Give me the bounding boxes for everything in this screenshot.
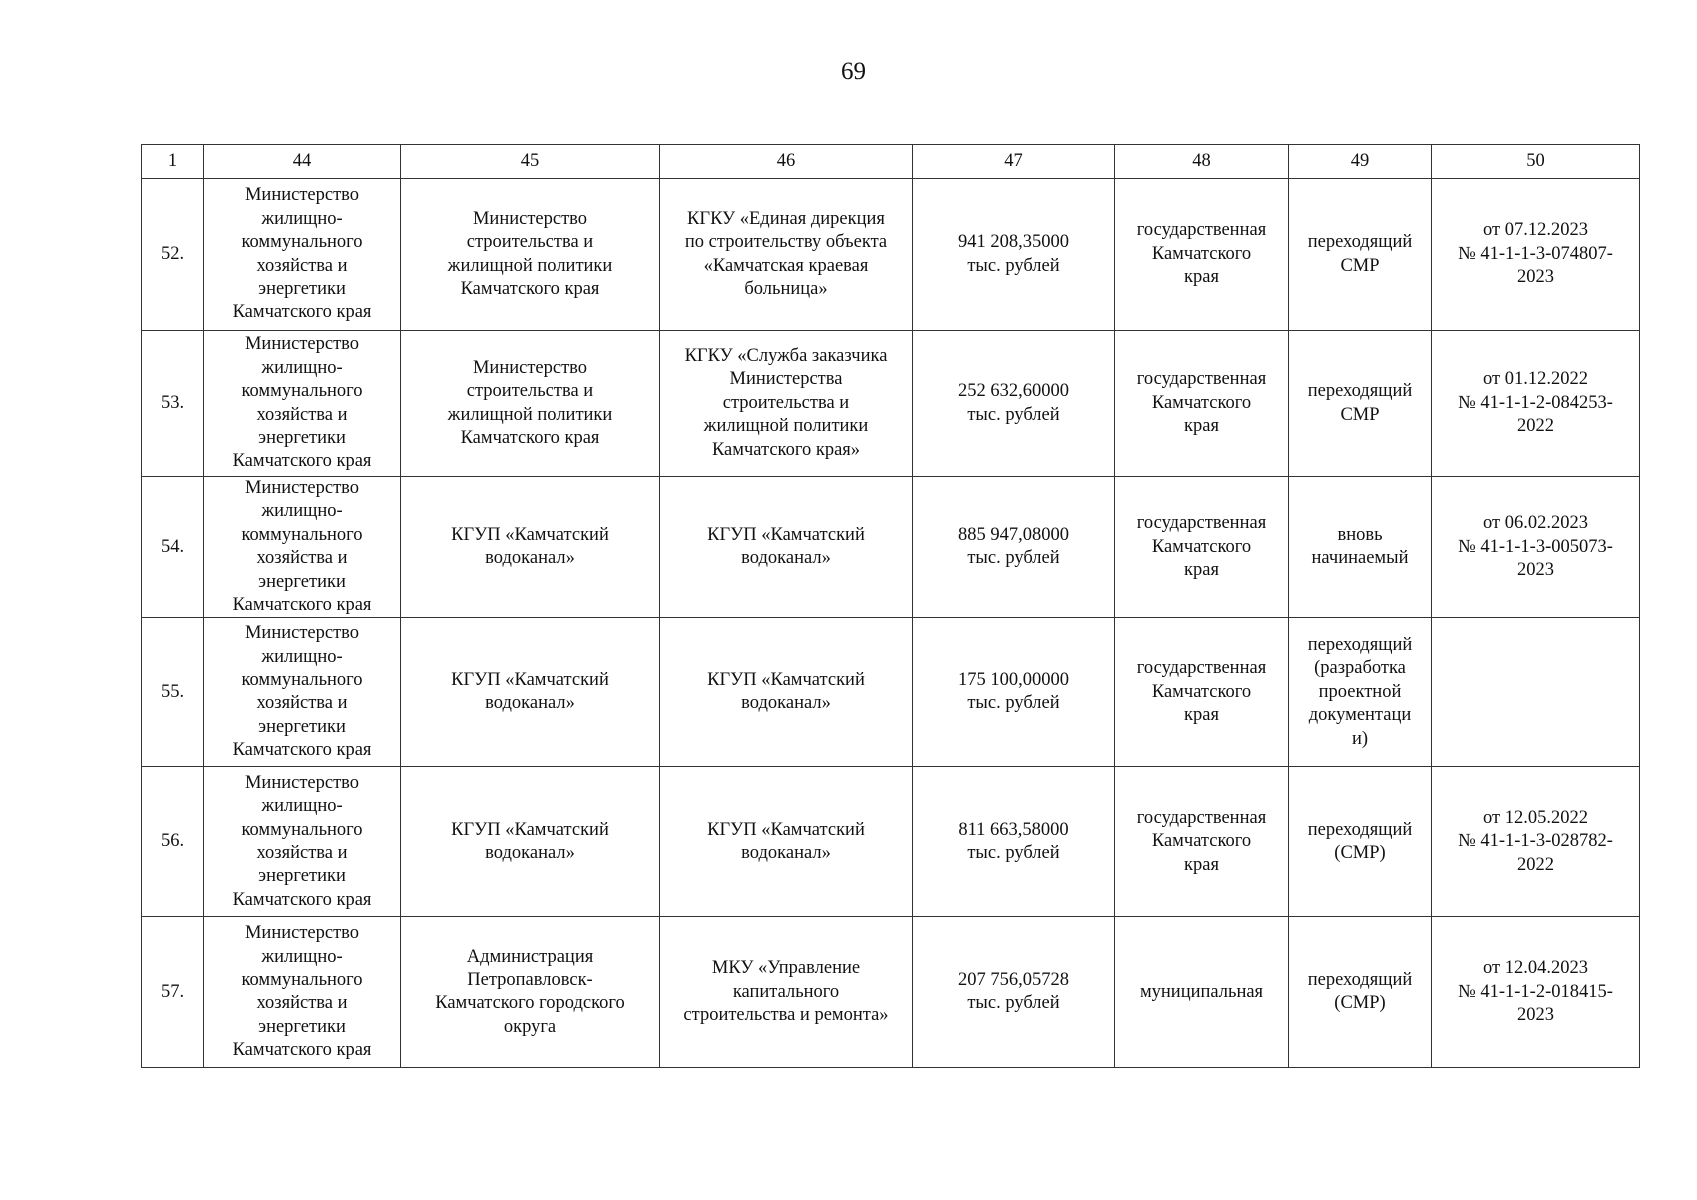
stage-cell: переходящий (СМР) — [1288, 766, 1432, 918]
customer-cell: Министерство строительства и жилищной по… — [400, 178, 660, 331]
stage-cell: вновь начинаемый — [1288, 475, 1432, 619]
cost-cell: 252 632,60000 тыс. рублей — [912, 330, 1115, 477]
row-number: 56. — [141, 766, 204, 918]
ministry-cell: Министерство жилищно- коммунального хозя… — [203, 916, 401, 1069]
cost-cell: 885 947,08000 тыс. рублей — [912, 475, 1115, 619]
ministry-cell: Министерство жилищно- коммунального хозя… — [203, 617, 401, 768]
developer-cell: КГУП «Камчатский водоканал» — [659, 766, 913, 918]
customer-cell: КГУП «Камчатский водоканал» — [400, 766, 660, 918]
customer-cell: Министерство строительства и жилищной по… — [400, 330, 660, 477]
customer-cell: КГУП «Камчатский водоканал» — [400, 475, 660, 619]
column-header: 1 — [141, 144, 204, 179]
data-table: 1 44 45 46 47 48 49 50 52. Министерство ж… — [141, 144, 1640, 1069]
column-header: 47 — [912, 144, 1115, 179]
column-header: 45 — [400, 144, 660, 179]
ownership-cell: государственная Камчатского края — [1114, 617, 1289, 768]
row-number: 54. — [141, 475, 204, 619]
cost-cell: 175 100,00000 тыс. рублей — [912, 617, 1115, 768]
column-header: 44 — [203, 144, 401, 179]
column-header: 48 — [1114, 144, 1289, 179]
expertise-cell: от 07.12.2023 № 41-1-1-3-074807- 2023 — [1431, 178, 1640, 331]
ministry-cell: Министерство жилищно- коммунального хозя… — [203, 766, 401, 918]
ownership-cell: государственная Камчатского края — [1114, 330, 1289, 477]
row-number: 55. — [141, 617, 204, 768]
developer-cell: КГУП «Камчатский водоканал» — [659, 617, 913, 768]
stage-cell: переходящий (разработка проектной докуме… — [1288, 617, 1432, 768]
expertise-cell: от 12.05.2022 № 41-1-1-3-028782- 2022 — [1431, 766, 1640, 918]
cost-cell: 941 208,35000 тыс. рублей — [912, 178, 1115, 331]
customer-cell: Администрация Петропавловск- Камчатского… — [400, 916, 660, 1069]
expertise-cell: от 12.04.2023 № 41-1-1-2-018415- 2023 — [1431, 916, 1640, 1069]
ministry-cell: Министерство жилищно- коммунального хозя… — [203, 178, 401, 331]
header-row: 1 44 45 46 47 48 49 50 — [141, 144, 1640, 179]
ownership-cell: государственная Камчатского края — [1114, 766, 1289, 918]
table-row: 54. Министерство жилищно- коммунального х… — [141, 475, 1640, 619]
ministry-cell: Министерство жилищно- коммунального хозя… — [203, 330, 401, 477]
row-number: 53. — [141, 330, 204, 477]
cost-cell: 811 663,58000 тыс. рублей — [912, 766, 1115, 918]
developer-cell: МКУ «Управление капитального строительст… — [659, 916, 913, 1069]
table-row: 57. Министерство жилищно- коммунального х… — [141, 916, 1640, 1069]
developer-cell: КГУП «Камчатский водоканал» — [659, 475, 913, 619]
stage-cell: переходящий СМР — [1288, 178, 1432, 331]
stage-cell: переходящий (СМР) — [1288, 916, 1432, 1069]
customer-cell: КГУП «Камчатский водоканал» — [400, 617, 660, 768]
row-number: 52. — [141, 178, 204, 331]
expertise-cell: от 01.12.2022 № 41-1-1-2-084253- 2022 — [1431, 330, 1640, 477]
table-row: 55. Министерство жилищно- коммунального х… — [141, 617, 1640, 768]
expertise-cell — [1431, 617, 1640, 768]
column-header: 49 — [1288, 144, 1432, 179]
ownership-cell: государственная Камчатского края — [1114, 475, 1289, 619]
table-row: 53. Министерство жилищно- коммунального х… — [141, 330, 1640, 477]
ministry-cell: Министерство жилищно- коммунального хозя… — [203, 475, 401, 619]
table-row: 56. Министерство жилищно- коммунального х… — [141, 766, 1640, 918]
developer-cell: КГКУ «Служба заказчика Министерства стро… — [659, 330, 913, 477]
stage-cell: переходящий СМР — [1288, 330, 1432, 477]
developer-cell: КГКУ «Единая дирекция по строительству о… — [659, 178, 913, 331]
column-header: 50 — [1431, 144, 1640, 179]
ownership-cell: государственная Камчатского края — [1114, 178, 1289, 331]
cost-cell: 207 756,05728 тыс. рублей — [912, 916, 1115, 1069]
ownership-cell: муниципальная — [1114, 916, 1289, 1069]
expertise-cell: от 06.02.2023 № 41-1-1-3-005073- 2023 — [1431, 475, 1640, 619]
row-number: 57. — [141, 916, 204, 1069]
page-number: 69 — [841, 58, 866, 85]
table-row: 52. Министерство жилищно- коммунального х… — [141, 178, 1640, 331]
column-header: 46 — [659, 144, 913, 179]
